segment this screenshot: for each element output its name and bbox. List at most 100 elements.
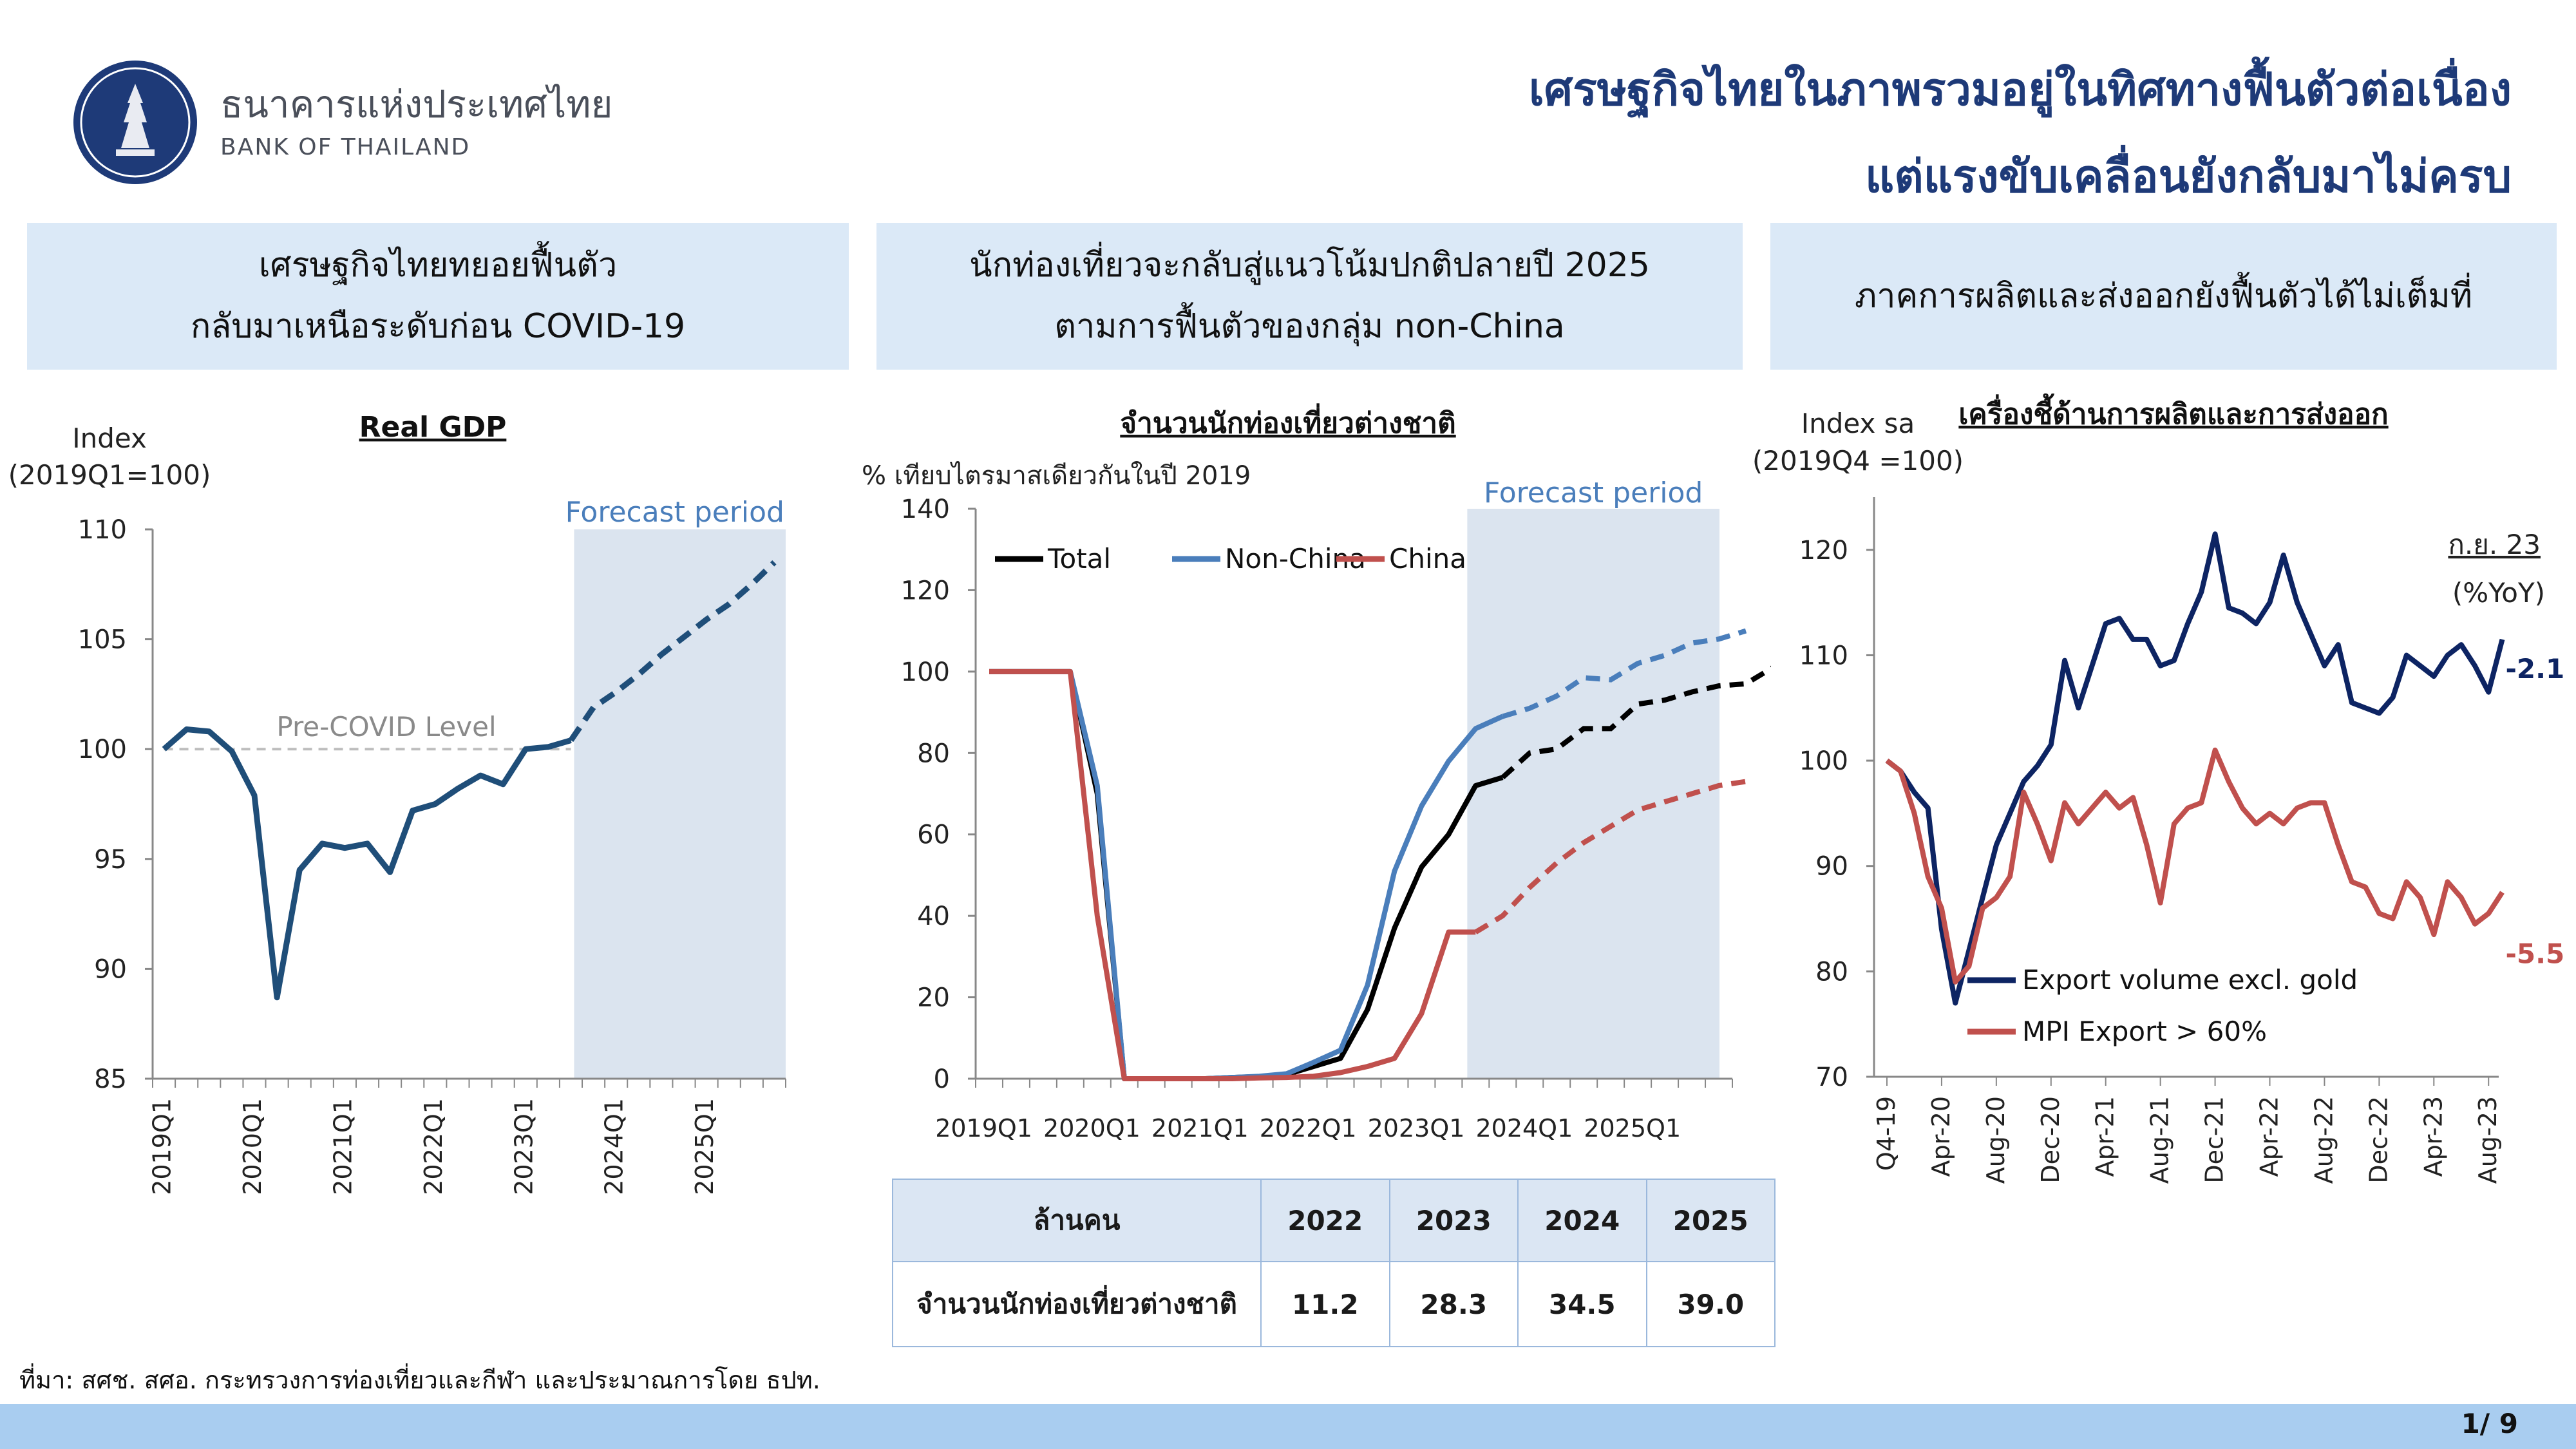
- y-axis-label: Index sa: [1801, 408, 1915, 439]
- table-header-year: 2024: [1517, 1179, 1647, 1262]
- table-row-label: จำนวนนักท่องเที่ยวต่างชาติ: [892, 1261, 1262, 1347]
- y-tick-label: 100: [901, 658, 950, 687]
- x-tick-label: Apr-23: [2419, 1096, 2447, 1177]
- legend-label: MPI Export > 60%: [2022, 1016, 2267, 1047]
- x-tick-label: 2024Q1: [1475, 1114, 1573, 1142]
- y-axis-label: (2019Q1=100): [8, 459, 211, 491]
- x-tick-label: Apr-22: [2255, 1096, 2284, 1177]
- pre-covid-label: Pre-COVID Level: [276, 711, 496, 743]
- table-header-year: 2023: [1388, 1179, 1519, 1262]
- chart-title: เครื่องชี้ด้านการผลิตและการส่งออก: [1958, 393, 2388, 431]
- tourist-table: ล้านคน 2022 2023 2024 2025 จำนวนนักท่องเ…: [892, 1179, 1776, 1347]
- table-header-year: 2022: [1260, 1179, 1390, 1262]
- series-end-label: -2.1: [2505, 653, 2564, 685]
- panel-heading-line2: ตามการฟื้นตัวของกลุ่ม non-China: [1054, 307, 1565, 346]
- panel-heading-line2: กลับมาเหนือระดับก่อน COVID-19: [190, 307, 686, 346]
- gdp-chart: Forecast period 85 90 95 100 105 110 2019Q1 2020…: [8, 411, 786, 1195]
- y-tick-label: 70: [1815, 1063, 1848, 1092]
- x-tick-label: Dec-21: [2201, 1096, 2229, 1184]
- series-end-label: -5.5: [2505, 938, 2564, 970]
- y-tick-label: 80: [917, 739, 950, 768]
- chart-title: Real GDP: [359, 411, 507, 444]
- footer-bar: [0, 1404, 2576, 1449]
- y-tick-label: 105: [78, 625, 127, 655]
- y-tick-label: 100: [78, 735, 127, 764]
- table-row: จำนวนนักท่องเที่ยวต่างชาติ 11.2 28.3 34.…: [892, 1261, 1776, 1347]
- forecast-shade: [1467, 509, 1719, 1079]
- x-tick-label: 2024Q1: [600, 1098, 629, 1195]
- legend-label: China: [1389, 543, 1466, 574]
- x-tick-label: 2025Q1: [1584, 1114, 1681, 1142]
- x-tick-label: 2019Q1: [148, 1098, 176, 1195]
- panel-heading-tourists: นักท่องเที่ยวจะกลับสู่แนวโน้มปกติปลายปี …: [876, 223, 1743, 370]
- y-tick-label: 120: [1799, 536, 1848, 565]
- bank-logo-block: ธนาคารแห่งประเทศไทย BANK OF THAILAND: [71, 58, 650, 187]
- main-title: เศรษฐกิจไทยในภาพรวมอยู่ในทิศทางฟื้นตัวต่…: [1030, 46, 2512, 220]
- series-china-forecast-line: [1474, 779, 1747, 934]
- x-tick-label: 2020Q1: [1043, 1114, 1141, 1142]
- y-tick-label: 110: [78, 515, 127, 545]
- panel-heading-gdp: เศรษฐกิจไทยทยอยฟื้นตัวกลับมาเหนือระดับก่…: [27, 223, 849, 370]
- y-axis-label: % เทียบไตรมาสเดียวกันในปี 2019: [862, 460, 1251, 491]
- x-tick-label: 2023Q1: [509, 1098, 538, 1195]
- table-header-row: ล้านคน 2022 2023 2024 2025: [892, 1179, 1776, 1262]
- x-tick-label: 2021Q1: [328, 1098, 357, 1195]
- legend-label: Total: [1047, 543, 1111, 574]
- y-tick-label: 90: [1815, 852, 1848, 882]
- series-non-china-actual-line: [989, 668, 1504, 1081]
- y-axis-label: (2019Q4 =100): [1752, 445, 1964, 477]
- x-tick-label: 2019Q1: [935, 1114, 1032, 1142]
- x-tick-label: Dec-20: [2036, 1096, 2065, 1184]
- y-tick-label: 80: [1815, 957, 1848, 987]
- x-tick-label: Aug-22: [2309, 1096, 2338, 1184]
- x-tick-label: Dec-22: [2364, 1096, 2392, 1184]
- y-tick-label: 20: [917, 983, 950, 1013]
- yoy-label: ก.ย. 23: [2448, 529, 2541, 560]
- bank-emblem-icon: ธนาคารแห่งประเทศไทย BANK OF THAILAND: [73, 61, 612, 184]
- bank-name-th: ธนาคารแห่งประเทศไทย: [220, 82, 612, 126]
- x-tick-label: Aug-21: [2146, 1096, 2174, 1184]
- bank-name-en: BANK OF THAILAND: [220, 134, 470, 160]
- y-tick-label: 140: [901, 495, 950, 524]
- table-header-unit: ล้านคน: [892, 1179, 1262, 1262]
- x-tick-label: 2025Q1: [690, 1098, 719, 1195]
- forecast-label: Forecast period: [565, 496, 784, 529]
- x-tick-label: 2022Q1: [1260, 1114, 1357, 1142]
- x-tick-label: Apr-21: [2091, 1096, 2119, 1177]
- gdp-actual-line: [162, 726, 572, 1001]
- series-mpi-export-line: [1885, 747, 2505, 985]
- source-note: ที่มา: สศช. สศอ. กระทรวงการท่องเที่ยวและ…: [19, 1366, 820, 1394]
- table-cell: 11.2: [1260, 1261, 1390, 1347]
- x-tick-label: Q4-19: [1872, 1096, 1900, 1171]
- panel-heading-line1: เศรษฐกิจไทยทยอยฟื้นตัว: [258, 246, 618, 285]
- panel-heading-line1: ภาคการผลิตและส่งออกยังฟื้นตัวได้ไม่เต็มท…: [1854, 276, 2472, 316]
- x-tick-label: Aug-20: [1982, 1096, 2010, 1184]
- table-cell: 28.3: [1388, 1261, 1519, 1347]
- forecast-shade: [574, 529, 786, 1079]
- y-tick-label: 110: [1799, 641, 1848, 670]
- panel-heading-exports: ภาคการผลิตและส่งออกยังฟื้นตัวได้ไม่เต็มท…: [1770, 223, 2557, 370]
- main-title-line2: แต่แรงขับเคลื่อนยังกลับมาไม่ครบ: [1865, 150, 2512, 203]
- x-tick-label: Apr-20: [1927, 1096, 1955, 1177]
- tourist-chart: Forecast period 0 20 40 60 80 100 120 140 2019Q1 2…: [862, 403, 1771, 1142]
- main-title-line1: เศรษฐกิจไทยในภาพรวมอยู่ในทิศทางฟื้นตัวต่…: [1528, 63, 2512, 116]
- yoy-label: (%YoY): [2452, 577, 2545, 609]
- page-number: 1/ 9: [2461, 1408, 2518, 1439]
- y-tick-label: 95: [94, 845, 127, 875]
- table-header-year: 2025: [1645, 1179, 1776, 1262]
- series-total-actual-line: [989, 668, 1504, 1081]
- y-tick-label: 0: [934, 1065, 950, 1094]
- y-tick-label: 40: [917, 902, 950, 931]
- x-tick-label: 2022Q1: [419, 1098, 448, 1195]
- x-tick-label: 2023Q1: [1368, 1114, 1465, 1142]
- series-non-china-forecast-line: [1502, 628, 1747, 719]
- legend-label: Export volume excl. gold: [2022, 964, 2358, 996]
- export-chart: 70 80 90 100 110 120 Q4-19 Apr-20 Aug-20 Dec-20 Ap…: [1752, 393, 2564, 1184]
- series-china-actual-line: [989, 668, 1476, 1081]
- y-tick-label: 100: [1799, 746, 1848, 776]
- x-tick-label: 2021Q1: [1151, 1114, 1249, 1142]
- gdp-forecast-line: [568, 560, 777, 743]
- table-cell: 34.5: [1517, 1261, 1647, 1347]
- y-axis-label: Index: [72, 422, 147, 454]
- y-tick-label: 60: [917, 820, 950, 850]
